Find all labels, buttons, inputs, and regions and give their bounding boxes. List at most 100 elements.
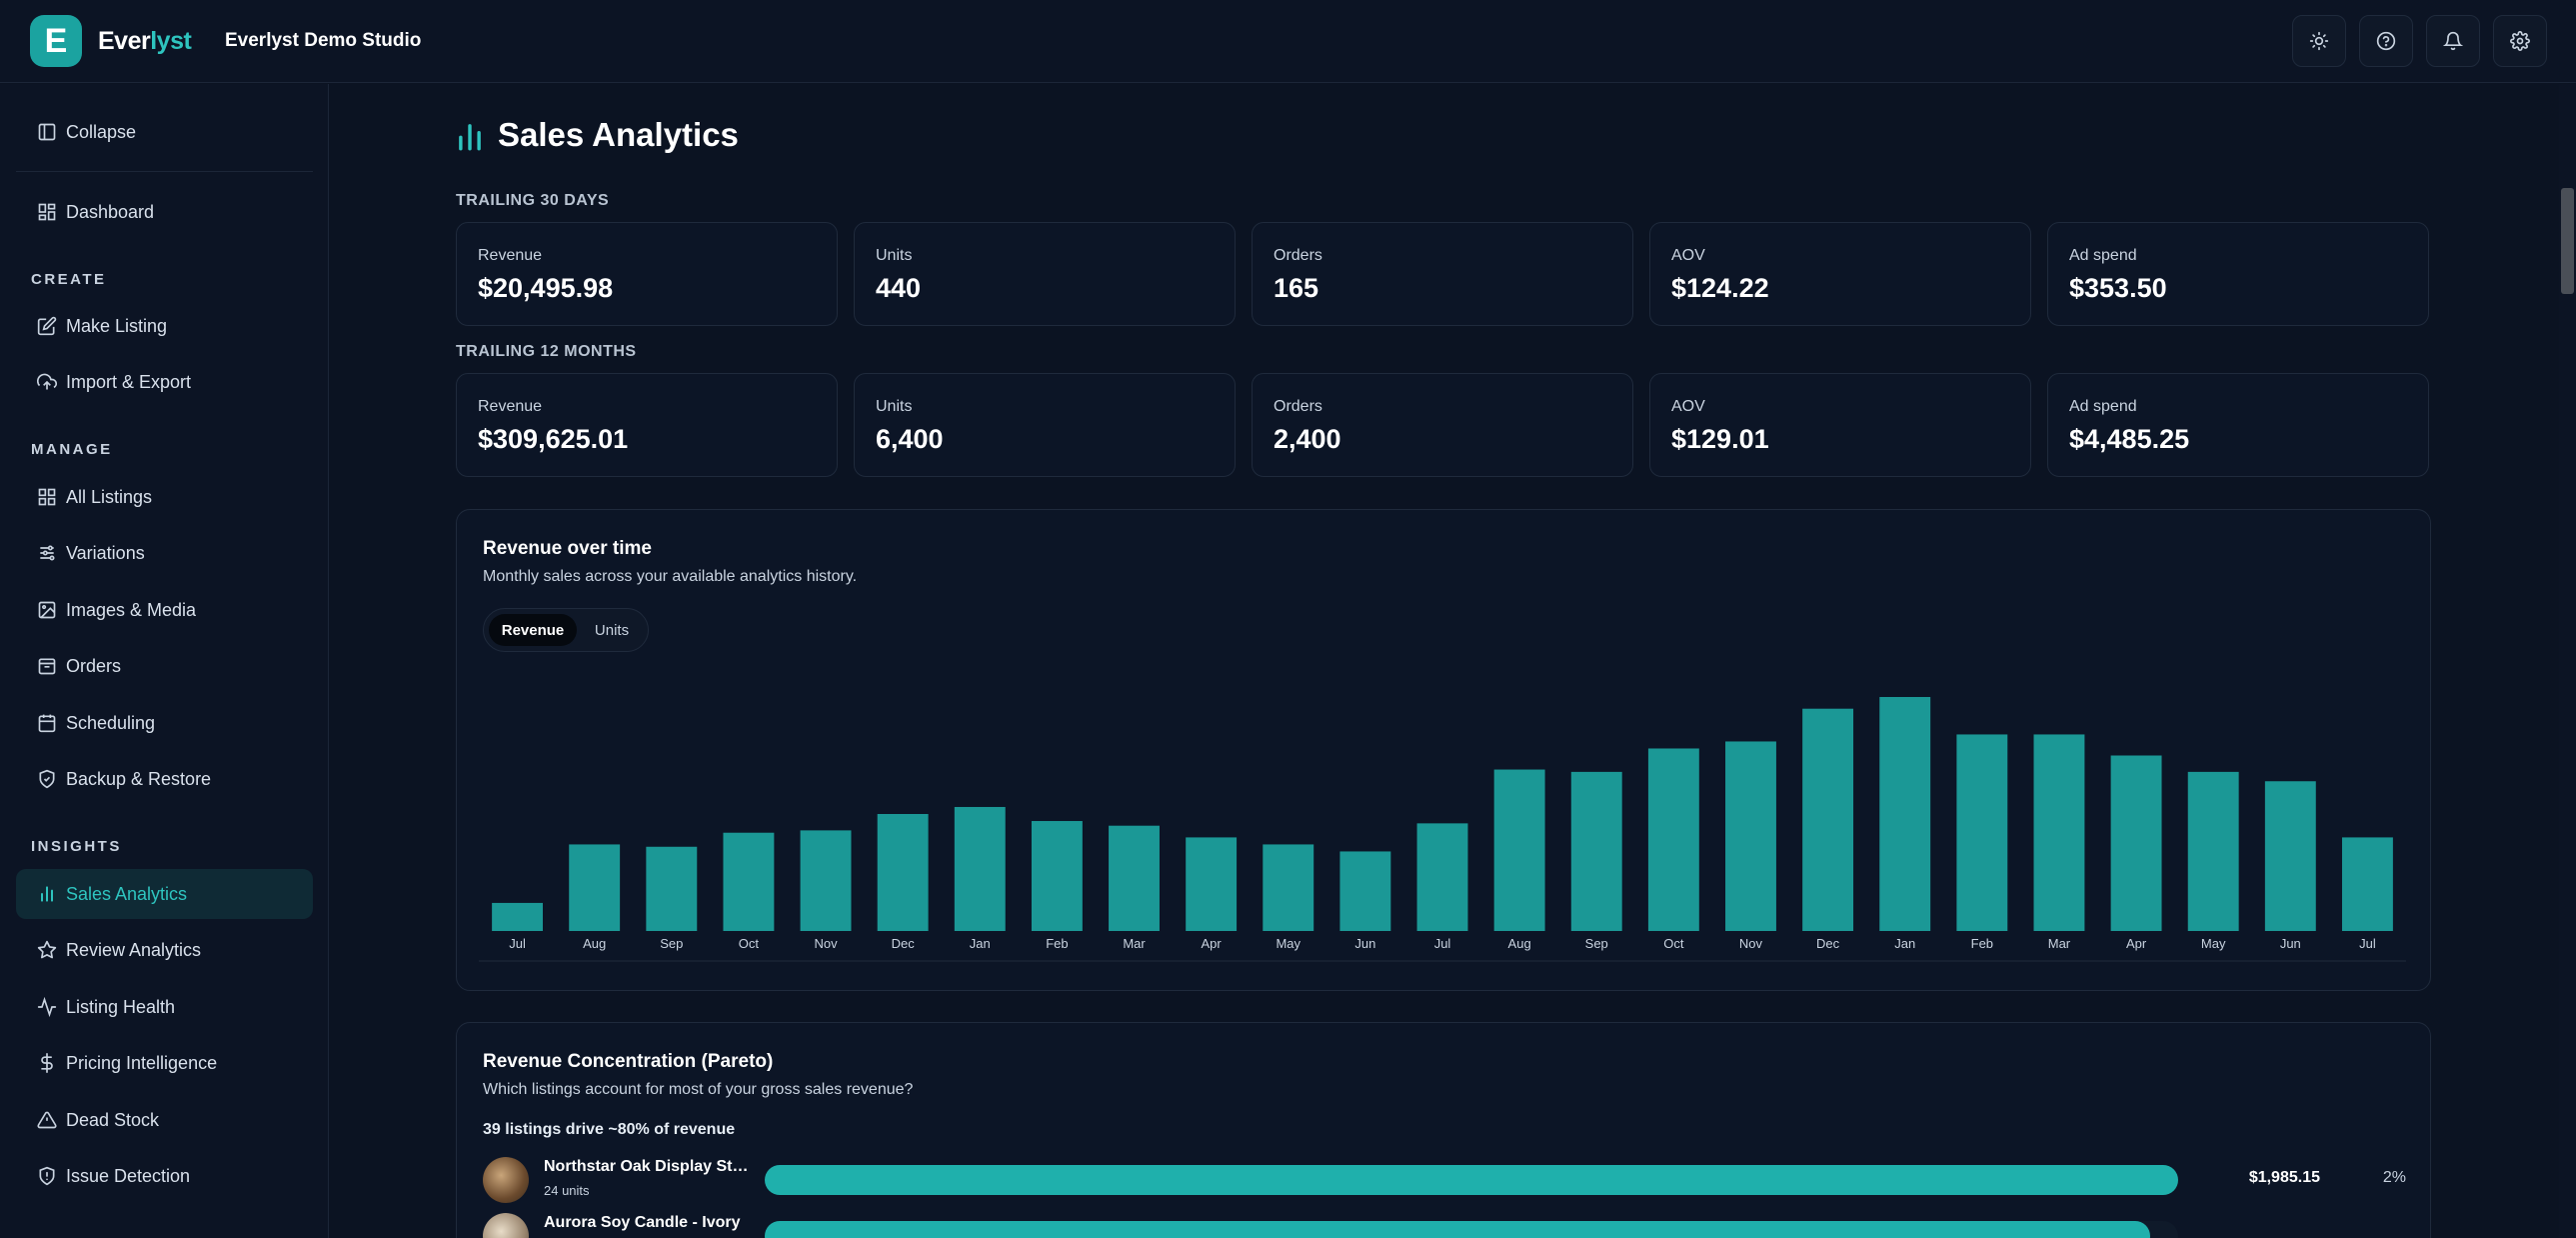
bar-15[interactable] [1647, 748, 1699, 931]
bar-3[interactable] [723, 832, 775, 931]
sidebar-item-label: Review Analytics [66, 939, 202, 960]
sidebar-item-dashboard[interactable]: Dashboard [16, 187, 313, 237]
x-tick-label: Nov [1739, 936, 1763, 951]
pareto-row[interactable]: Northstar Oak Display Stan... 24 units $… [483, 1154, 2406, 1204]
bar-6[interactable] [954, 806, 1006, 931]
sidebar-item-all-listings[interactable]: All Listings [16, 472, 313, 522]
bar-11[interactable] [1339, 851, 1391, 931]
bar-20[interactable] [2033, 734, 2085, 931]
x-tick-label: Apr [2126, 936, 2147, 951]
x-tick-label: Dec [1816, 936, 1840, 951]
sidebar-item-label: Scheduling [66, 712, 156, 733]
chart-subtitle: Monthly sales across your available anal… [483, 568, 858, 585]
x-tick-label: Feb [1971, 936, 1993, 951]
bar-4[interactable] [800, 830, 852, 931]
bar-19[interactable] [1956, 734, 2008, 931]
sidebar-item-make-listing[interactable]: Make Listing [16, 301, 313, 351]
x-tick-label: Nov [814, 936, 838, 951]
sidebar-item-scheduling[interactable]: Scheduling [16, 698, 313, 748]
section-label-manage: MANAGE [31, 441, 113, 458]
calendar-icon [30, 713, 64, 733]
sidebar-item-review-analytics[interactable]: Review Analytics [16, 925, 313, 975]
x-tick-label: Aug [1508, 936, 1531, 951]
stat-label: AOV [1671, 398, 1705, 415]
grid-icon [30, 487, 64, 507]
bar-24[interactable] [2341, 837, 2393, 931]
bar-1[interactable] [569, 844, 621, 931]
stat-card-aov-30: AOV $124.22 [1649, 222, 2031, 326]
listing-share: 2% [2382, 1169, 2406, 1186]
bar-0[interactable] [492, 902, 544, 931]
x-tick-label: Jul [509, 936, 526, 951]
bar-5[interactable] [877, 814, 929, 931]
sidebar-collapse-button[interactable]: Collapse [16, 107, 313, 157]
sidebar-item-sales-analytics[interactable]: Sales Analytics [16, 869, 313, 919]
page-scrollbar[interactable] [2559, 84, 2576, 1238]
sidebar-item-listing-health[interactable]: Listing Health [16, 982, 313, 1032]
sidebar-item-variations[interactable]: Variations [16, 528, 313, 578]
sidebar-item-images-media[interactable]: Images & Media [16, 585, 313, 635]
pareto-title: Revenue Concentration (Pareto) [483, 1051, 774, 1072]
toggle-revenue[interactable]: Revenue [489, 614, 577, 646]
sidebar-item-label: Sales Analytics [66, 883, 188, 904]
bar-16[interactable] [1725, 741, 1776, 931]
bar-23[interactable] [2264, 781, 2316, 931]
x-tick-label: Jun [2280, 936, 2301, 951]
sidebar-item-label: All Listings [66, 486, 153, 507]
stat-value: 440 [876, 273, 922, 303]
metric-toggle: Revenue Units [483, 608, 649, 652]
bar-22[interactable] [2187, 771, 2239, 931]
bar-14[interactable] [1570, 771, 1622, 931]
sidebar-item-pricing-intelligence[interactable]: Pricing Intelligence [16, 1038, 313, 1088]
stat-value: $20,495.98 [478, 273, 614, 303]
listing-thumbnail [483, 1213, 529, 1238]
sidebar-divider [16, 171, 313, 172]
sidebar-item-issue-detection[interactable]: Issue Detection [16, 1151, 313, 1201]
help-button[interactable] [2359, 15, 2413, 67]
stat-value: 165 [1274, 273, 1319, 303]
settings-button[interactable] [2493, 15, 2547, 67]
bar-9[interactable] [1186, 837, 1238, 931]
bar-17[interactable] [1802, 708, 1854, 931]
stat-label: Ad spend [2069, 398, 2137, 415]
sidebar-item-label: Images & Media [66, 599, 197, 620]
revenue-bar-track [765, 1165, 2178, 1195]
bar-10[interactable] [1263, 844, 1314, 931]
toggle-units[interactable]: Units [594, 621, 630, 639]
pareto-panel: Revenue Concentration (Pareto) Which lis… [456, 1022, 2431, 1238]
stat-card-orders-12: Orders 2,400 [1252, 373, 1633, 477]
bar-21[interactable] [2110, 755, 2162, 932]
shield-alert-icon [30, 1166, 64, 1186]
stat-value: $309,625.01 [478, 424, 629, 454]
bar-13[interactable] [1493, 769, 1545, 931]
bell-icon [2443, 31, 2463, 51]
stat-card-revenue-30: Revenue $20,495.98 [456, 222, 838, 326]
bar-8[interactable] [1109, 825, 1160, 931]
notifications-button[interactable] [2426, 15, 2480, 67]
cloud-upload-icon [30, 372, 64, 392]
studio-name[interactable]: Everlyst Demo Studio [225, 30, 422, 51]
theme-toggle-button[interactable] [2292, 15, 2346, 67]
sidebar-item-dead-stock[interactable]: Dead Stock [16, 1095, 313, 1145]
bar-12[interactable] [1416, 823, 1468, 931]
listing-revenue: $1,985.15 [2248, 1169, 2320, 1186]
sidebar-item-import-export[interactable]: Import & Export [16, 357, 313, 407]
bar-2[interactable] [646, 846, 698, 931]
stat-value: 6,400 [876, 424, 944, 454]
pareto-row[interactable]: Aurora Soy Candle - Ivory [483, 1210, 2406, 1238]
sidebar-item-label: Backup & Restore [66, 768, 212, 789]
logo[interactable]: E [30, 15, 82, 67]
help-circle-icon [2376, 31, 2396, 51]
stat-card-units-30: Units 440 [854, 222, 1236, 326]
sidebar-item-backup-restore[interactable]: Backup & Restore [16, 754, 313, 804]
scroll-thumb[interactable] [2561, 188, 2574, 294]
bar-18[interactable] [1879, 697, 1931, 931]
sidebar: Collapse Dashboard CREATE Make Listing I… [0, 84, 329, 1238]
page-title-text: Sales Analytics [498, 116, 739, 153]
listing-units: 24 units [544, 1183, 590, 1198]
stat-label: Units [876, 398, 913, 415]
sidebar-toggle-icon [30, 122, 64, 142]
sidebar-item-orders[interactable]: Orders [16, 641, 313, 691]
star-icon [30, 940, 64, 960]
bar-7[interactable] [1031, 821, 1083, 931]
